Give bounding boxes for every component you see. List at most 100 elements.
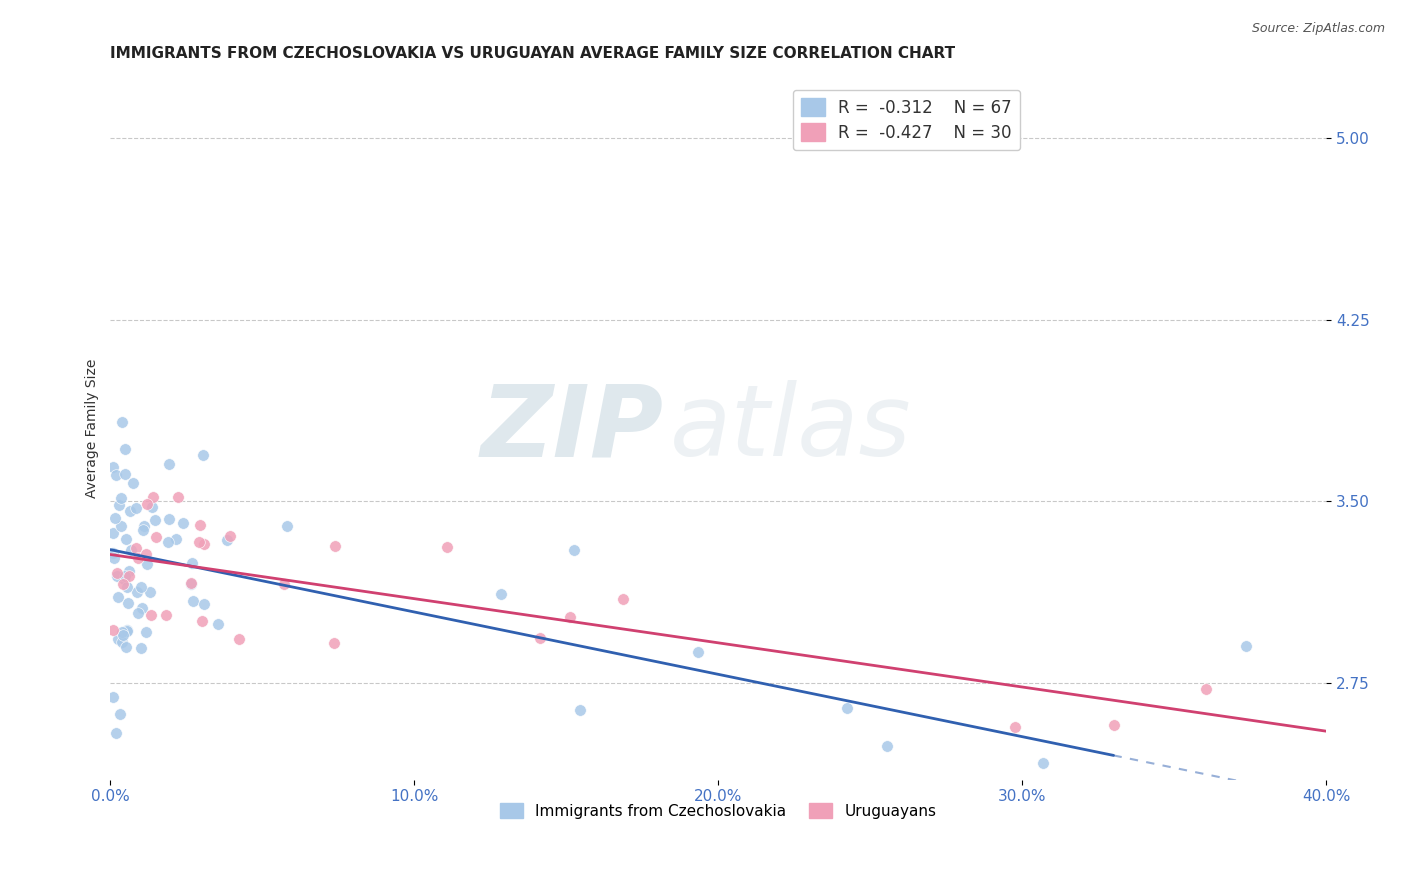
Point bbox=[134, 518, 156, 533]
Point bbox=[131, 600, 153, 615]
Text: IMMIGRANTS FROM CZECHOSLOVAKIA VS URUGUAYAN AVERAGE FAMILY SIZE CORRELATION CHAR: IMMIGRANTS FROM CZECHOSLOVAKIA VS URUGUA… bbox=[111, 46, 956, 62]
Point bbox=[135, 624, 157, 639]
Point bbox=[118, 504, 141, 518]
Point bbox=[114, 532, 136, 546]
Point bbox=[157, 512, 180, 526]
Point bbox=[172, 516, 194, 530]
Point bbox=[112, 628, 135, 642]
Point bbox=[180, 575, 202, 590]
Point bbox=[114, 569, 136, 583]
Point bbox=[139, 585, 162, 599]
Point bbox=[103, 551, 125, 566]
Point bbox=[562, 543, 585, 558]
Point bbox=[322, 636, 344, 650]
Point bbox=[129, 641, 152, 656]
Point bbox=[110, 519, 132, 533]
Point bbox=[558, 609, 581, 624]
Point bbox=[1004, 720, 1026, 734]
Point bbox=[125, 500, 148, 515]
Point bbox=[107, 499, 129, 513]
Point bbox=[117, 624, 139, 639]
Point bbox=[155, 608, 177, 623]
Point bbox=[104, 511, 127, 525]
Point bbox=[125, 541, 148, 555]
Point bbox=[115, 581, 138, 595]
Point bbox=[142, 490, 165, 504]
Point bbox=[103, 546, 125, 560]
Point bbox=[491, 587, 513, 601]
Point bbox=[686, 645, 709, 659]
Y-axis label: Average Family Size: Average Family Size bbox=[86, 359, 100, 499]
Point bbox=[529, 631, 551, 645]
Point bbox=[1032, 756, 1054, 770]
Point bbox=[114, 442, 136, 456]
Text: atlas: atlas bbox=[669, 380, 911, 477]
Point bbox=[111, 634, 134, 648]
Point bbox=[107, 590, 129, 604]
Point bbox=[111, 577, 134, 591]
Point bbox=[103, 690, 125, 705]
Point bbox=[193, 448, 215, 462]
Point bbox=[103, 526, 125, 541]
Point bbox=[103, 460, 125, 475]
Point bbox=[105, 566, 128, 580]
Point bbox=[105, 569, 128, 583]
Point bbox=[131, 580, 153, 594]
Point bbox=[127, 607, 149, 621]
Point bbox=[111, 624, 134, 639]
Point bbox=[104, 468, 127, 483]
Point bbox=[157, 457, 180, 471]
Point bbox=[115, 640, 138, 654]
Point bbox=[188, 517, 211, 532]
Point bbox=[141, 500, 163, 514]
Point bbox=[191, 614, 214, 628]
Point bbox=[207, 616, 229, 631]
Point bbox=[114, 572, 136, 586]
Point bbox=[568, 702, 591, 716]
Point bbox=[165, 532, 187, 546]
Point bbox=[143, 513, 166, 527]
Point bbox=[218, 529, 240, 543]
Point bbox=[193, 537, 215, 551]
Point bbox=[323, 539, 346, 553]
Point bbox=[276, 519, 298, 533]
Point bbox=[436, 540, 458, 554]
Point bbox=[118, 569, 141, 583]
Point bbox=[136, 557, 159, 571]
Point bbox=[117, 596, 139, 610]
Point bbox=[127, 551, 149, 566]
Point bbox=[114, 467, 136, 482]
Point bbox=[876, 739, 898, 753]
Point bbox=[1234, 640, 1257, 654]
Point bbox=[118, 564, 141, 578]
Point bbox=[120, 542, 142, 557]
Point bbox=[181, 557, 204, 571]
Point bbox=[157, 535, 180, 549]
Point bbox=[121, 476, 143, 491]
Point bbox=[108, 706, 131, 721]
Point bbox=[1195, 682, 1218, 697]
Point bbox=[187, 535, 209, 549]
Point bbox=[139, 608, 162, 623]
Point bbox=[180, 576, 202, 591]
Point bbox=[117, 623, 139, 637]
Point bbox=[103, 623, 125, 637]
Text: ZIP: ZIP bbox=[481, 380, 664, 477]
Text: Source: ZipAtlas.com: Source: ZipAtlas.com bbox=[1251, 22, 1385, 36]
Point bbox=[215, 533, 238, 548]
Point bbox=[145, 530, 167, 544]
Point bbox=[111, 415, 134, 429]
Point bbox=[1104, 718, 1126, 732]
Legend: Immigrants from Czechoslovakia, Uruguayans: Immigrants from Czechoslovakia, Uruguaya… bbox=[494, 797, 942, 824]
Point bbox=[193, 598, 215, 612]
Point bbox=[110, 491, 132, 505]
Point bbox=[135, 547, 157, 561]
Point bbox=[105, 726, 128, 740]
Point bbox=[136, 497, 159, 511]
Point bbox=[181, 594, 204, 608]
Point bbox=[107, 632, 129, 646]
Point bbox=[273, 576, 295, 591]
Point bbox=[127, 585, 149, 599]
Point bbox=[835, 701, 858, 715]
Point bbox=[228, 632, 250, 646]
